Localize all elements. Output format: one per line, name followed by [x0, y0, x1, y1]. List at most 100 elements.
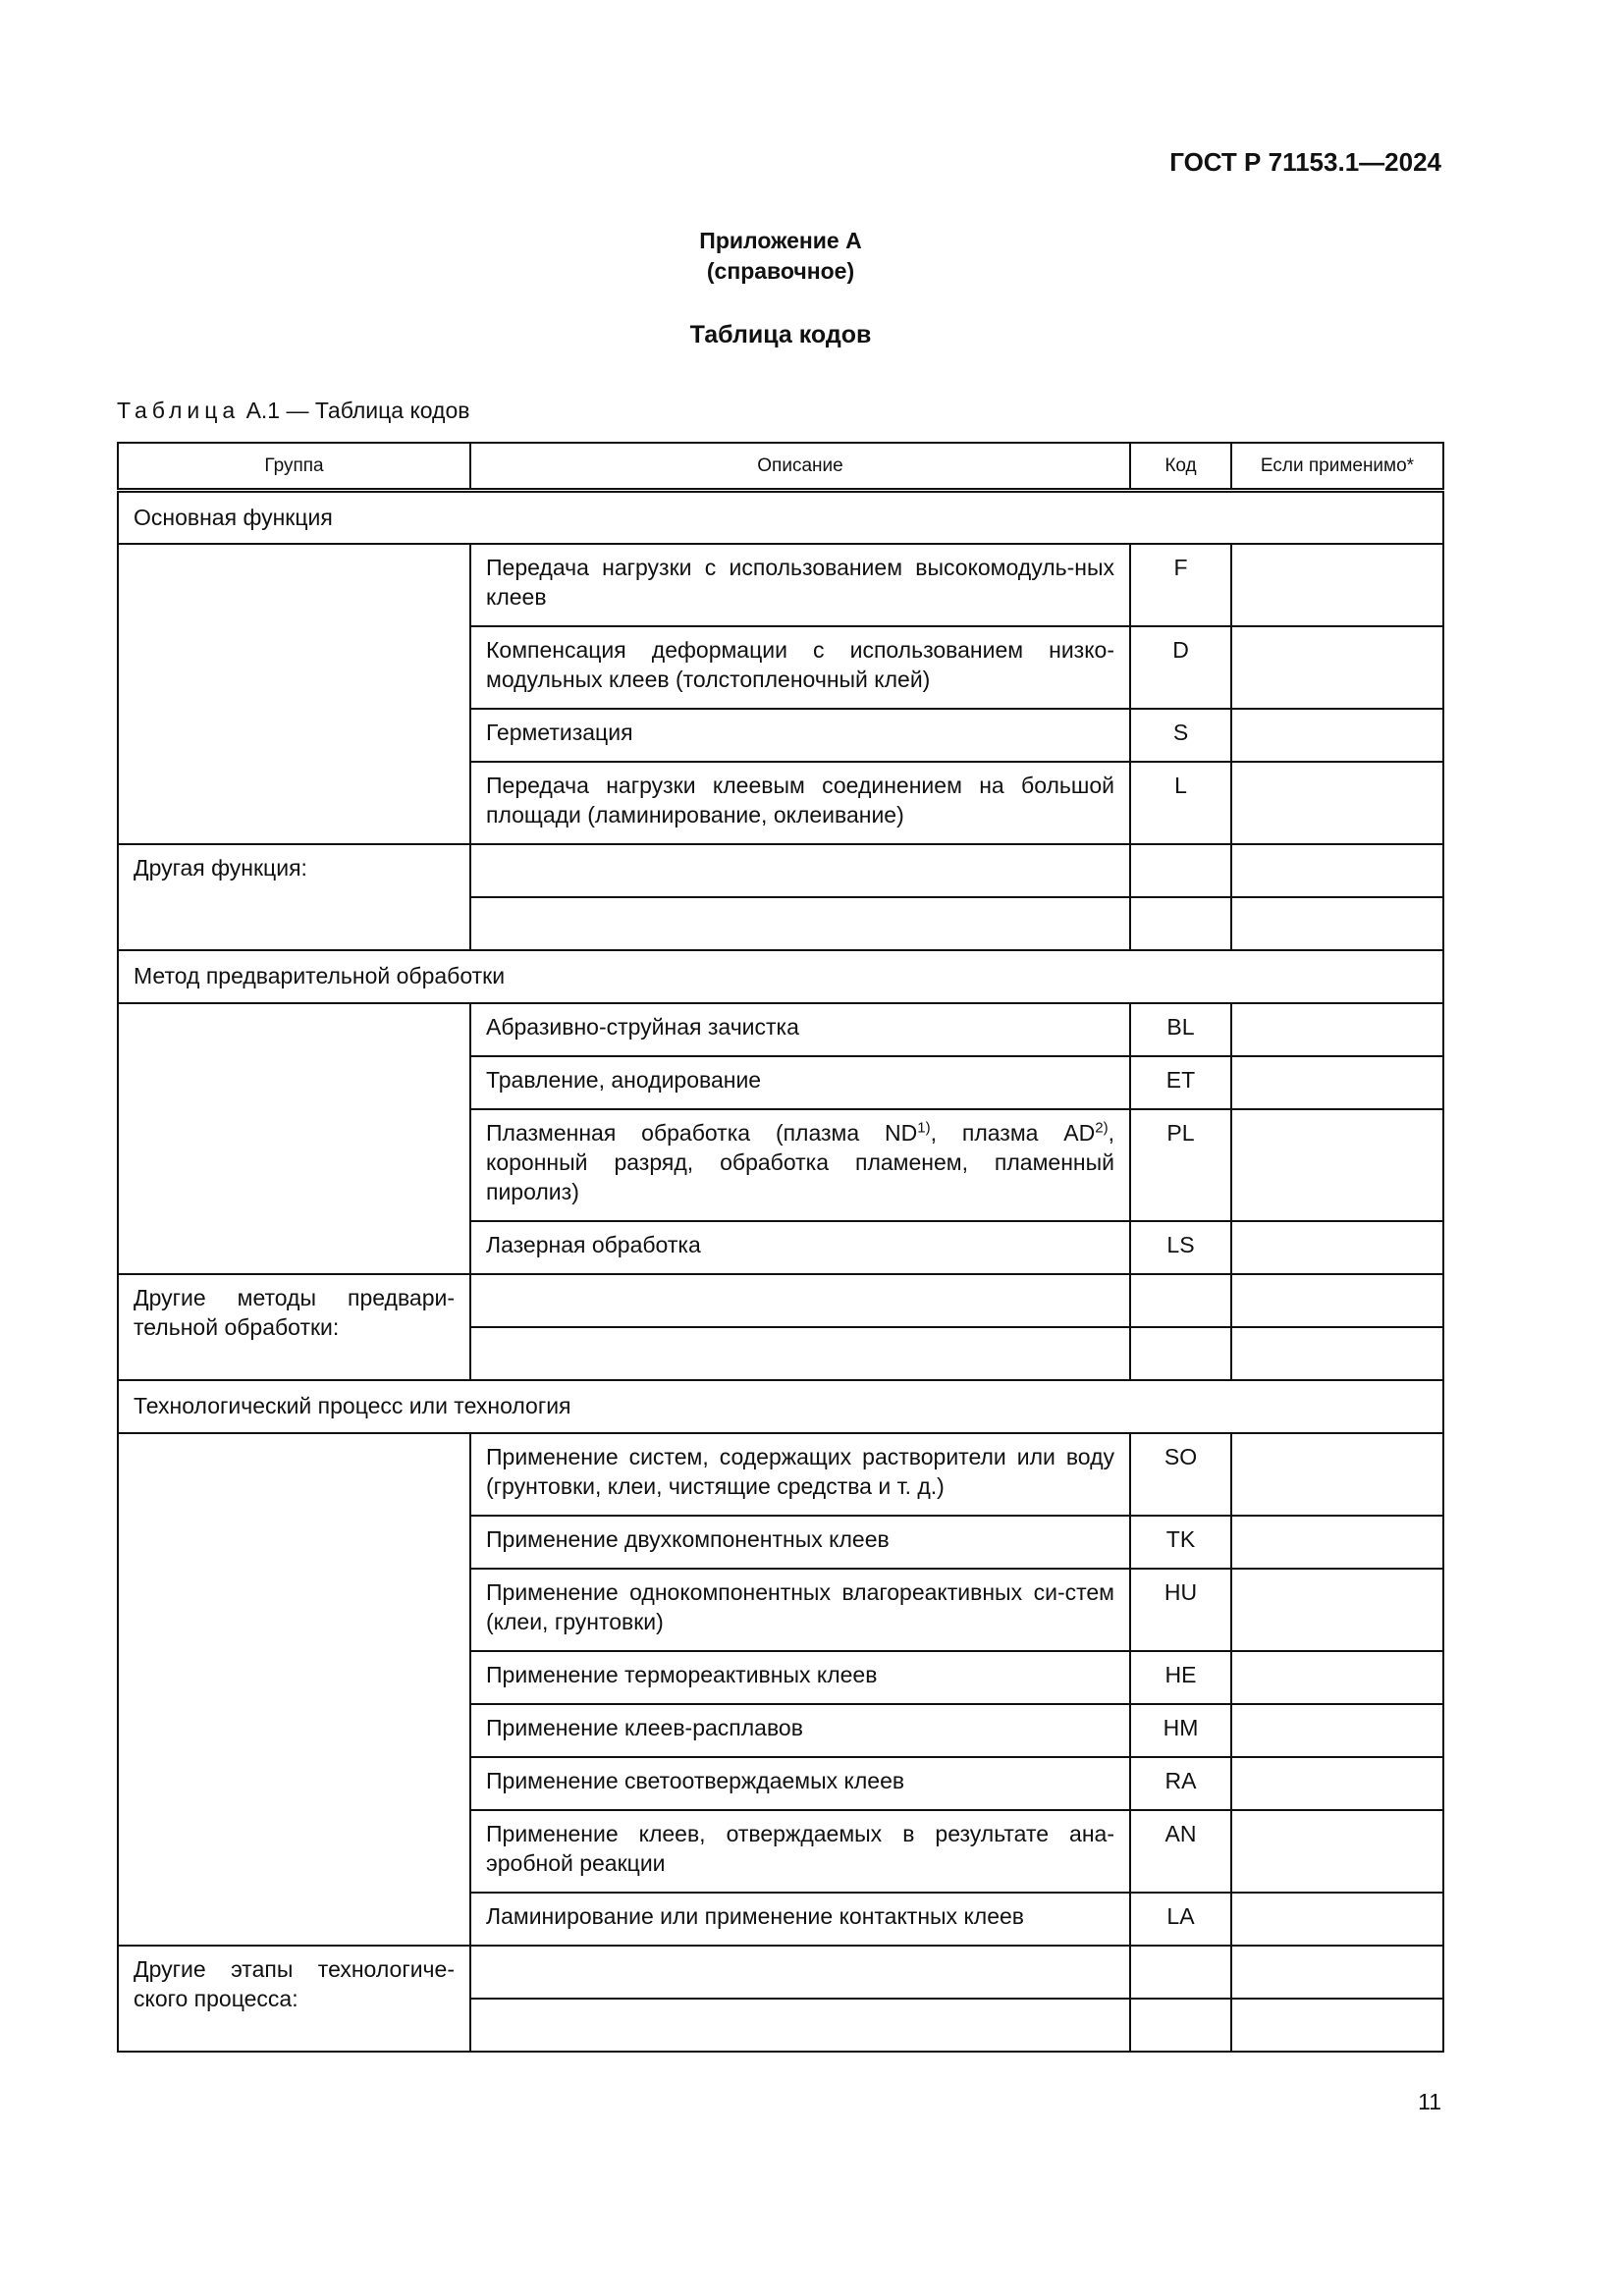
header-description: Описание	[469, 442, 1131, 493]
applicable-cell	[1230, 1054, 1444, 1110]
applicable-cell	[1230, 624, 1444, 710]
table-caption: Таблица А.1 — Таблица кодов	[117, 398, 470, 424]
table-row: Компенсация деформации с использованием …	[118, 624, 1444, 710]
description-text: , коронный разряд, обработка пламенем, п…	[486, 1119, 1114, 1204]
table-row: Ламинирование или применение контактных …	[118, 1891, 1444, 1947]
code-cell: F	[1129, 542, 1232, 627]
code-cell: HE	[1129, 1649, 1232, 1705]
applicable-cell	[1230, 542, 1444, 627]
description-text: Компенсация деформации с использованием …	[486, 636, 1114, 692]
table-row: Передача нагрузки с использованием высок…	[117, 542, 1444, 845]
code-cell-empty	[1129, 1272, 1232, 1328]
code-cell-empty	[1129, 1997, 1232, 2053]
description-text: Травление, анодирование	[486, 1066, 762, 1093]
applicable-cell	[1230, 1997, 1444, 2053]
header-row: Группа Описание Код Если применимо*	[117, 442, 1444, 493]
section-title: Технологический процесс или технология	[117, 1378, 1444, 1434]
applicable-cell	[1230, 1001, 1444, 1057]
description-text: Применение клеев, отверждаемых в результ…	[486, 1820, 1114, 1876]
table-row: Применение однокомпонентных влагореактив…	[118, 1567, 1444, 1652]
applicable-cell	[1230, 760, 1444, 845]
header-group: Группа	[117, 442, 471, 493]
description-text: Применение систем, содержащих растворите…	[486, 1443, 1114, 1499]
other-group-label: Другие методы предвари-тельной обработки…	[117, 1272, 471, 1381]
description-cell-empty	[469, 1325, 1131, 1381]
description-text: , плазма AD	[930, 1119, 1096, 1146]
applicable-cell	[1230, 1325, 1444, 1381]
applicable-cell	[1230, 1431, 1444, 1517]
table-row: Применение клеев-расплавов HM	[118, 1702, 1444, 1758]
description-cell: Травление, анодирование	[469, 1054, 1131, 1110]
table-row: Герметизация S	[118, 707, 1444, 763]
code-cell: ET	[1129, 1054, 1232, 1110]
code-cell: SO	[1129, 1431, 1232, 1517]
description-cell: Лазерная обработка	[469, 1219, 1131, 1275]
description-cell-empty	[469, 895, 1131, 951]
code-cell: RA	[1129, 1755, 1232, 1811]
appendix-title: Приложение А	[699, 228, 862, 253]
table-row: Применение систем, содержащих растворите…	[117, 1431, 1444, 1947]
description-cell: Применение клеев-расплавов	[469, 1702, 1131, 1758]
other-row: Другая функция:	[117, 842, 1444, 951]
code-cell: PL	[1129, 1107, 1232, 1222]
applicable-cell	[1230, 1649, 1444, 1705]
other-row: Другие методы предвари-тельной обработки…	[117, 1272, 1444, 1381]
other-group-label: Другие этапы технологиче-ского процесса:	[117, 1944, 471, 2053]
description-cell: Применение двухкомпонентных клеев	[469, 1514, 1131, 1570]
description-cell-empty	[469, 842, 1131, 898]
code-cell: BL	[1129, 1001, 1232, 1057]
section-row: Основная функция	[117, 489, 1444, 545]
table-row: Применение двухкомпонентных клеев TK	[118, 1514, 1444, 1570]
code-cell-empty	[1129, 1325, 1232, 1381]
section-title: Метод предварительной обработки	[117, 948, 1444, 1004]
table-row: Применение светоотверждаемых клеев RA	[118, 1755, 1444, 1811]
applicable-cell	[1230, 1944, 1444, 2000]
section-row: Метод предварительной обработки	[117, 948, 1444, 1004]
code-cell: TK	[1129, 1514, 1232, 1570]
group-cell-empty	[117, 542, 471, 845]
header-applicable: Если применимо*	[1230, 442, 1444, 493]
description-cell: Передача нагрузки клеевым соединением на…	[469, 760, 1131, 845]
appendix-heading: Таблица кодов	[689, 321, 872, 348]
code-cell: D	[1129, 624, 1232, 710]
code-cell: LS	[1129, 1219, 1232, 1275]
table-row: Применение клеев, отверждаемых в результ…	[118, 1808, 1444, 1894]
applicable-cell	[1230, 895, 1444, 951]
applicable-cell	[1230, 1107, 1444, 1222]
description-cell-empty	[469, 1997, 1131, 2053]
description-text: Передача нагрузки с использованием высок…	[486, 554, 1114, 610]
description-cell: Абразивно-струйная зачистка	[469, 1001, 1131, 1057]
code-cell: LA	[1129, 1891, 1232, 1947]
description-cell: Применение систем, содержащих растворите…	[469, 1431, 1131, 1517]
description-cell: Передача нагрузки с использованием высок…	[469, 542, 1131, 627]
table-row: Применение термореактивных клеев HE	[118, 1649, 1444, 1705]
applicable-cell	[1230, 842, 1444, 898]
document-id: ГОСТ Р 71153.1—2024	[1169, 147, 1441, 177]
code-cell: AN	[1129, 1808, 1232, 1894]
other-row: Другие этапы технологиче-ского процесса:	[117, 1944, 1444, 2053]
other-row	[118, 1325, 1444, 1381]
description-cell: Плазменная обработка (плазма ND1), плазм…	[469, 1107, 1131, 1222]
applicable-cell	[1230, 1567, 1444, 1652]
description-text: Применение однокомпонентных влагореактив…	[486, 1578, 1114, 1634]
applicable-cell	[1230, 1514, 1444, 1570]
page-number: 11	[1418, 2089, 1441, 2114]
description-text: Плазменная обработка (плазма ND	[486, 1119, 918, 1146]
appendix-subtitle: (справочное)	[706, 258, 855, 284]
codes-table: Группа Описание Код Если применимо* Осно…	[117, 442, 1444, 2053]
section-row: Технологический процесс или технология	[117, 1378, 1444, 1434]
description-text: Применение термореактивных клеев	[486, 1661, 878, 1687]
description-cell: Компенсация деформации с использованием …	[469, 624, 1131, 710]
description-cell-empty	[469, 1944, 1131, 2000]
table-row: Плазменная обработка (плазма ND1), плазм…	[118, 1107, 1444, 1222]
code-cell-empty	[1129, 895, 1232, 951]
caption-prefix: Таблица	[117, 398, 241, 423]
table-row: Травление, анодирование ET	[118, 1054, 1444, 1110]
caption-text: А.1 — Таблица кодов	[245, 398, 470, 423]
other-group-label: Другая функция:	[117, 842, 471, 951]
description-text: Ламинирование или применение контактных …	[486, 1902, 1024, 1929]
description-text: Герметизация	[486, 719, 633, 745]
description-cell: Применение термореактивных клеев	[469, 1649, 1131, 1705]
description-cell: Применение однокомпонентных влагореактив…	[469, 1567, 1131, 1652]
code-cell: L	[1129, 760, 1232, 845]
